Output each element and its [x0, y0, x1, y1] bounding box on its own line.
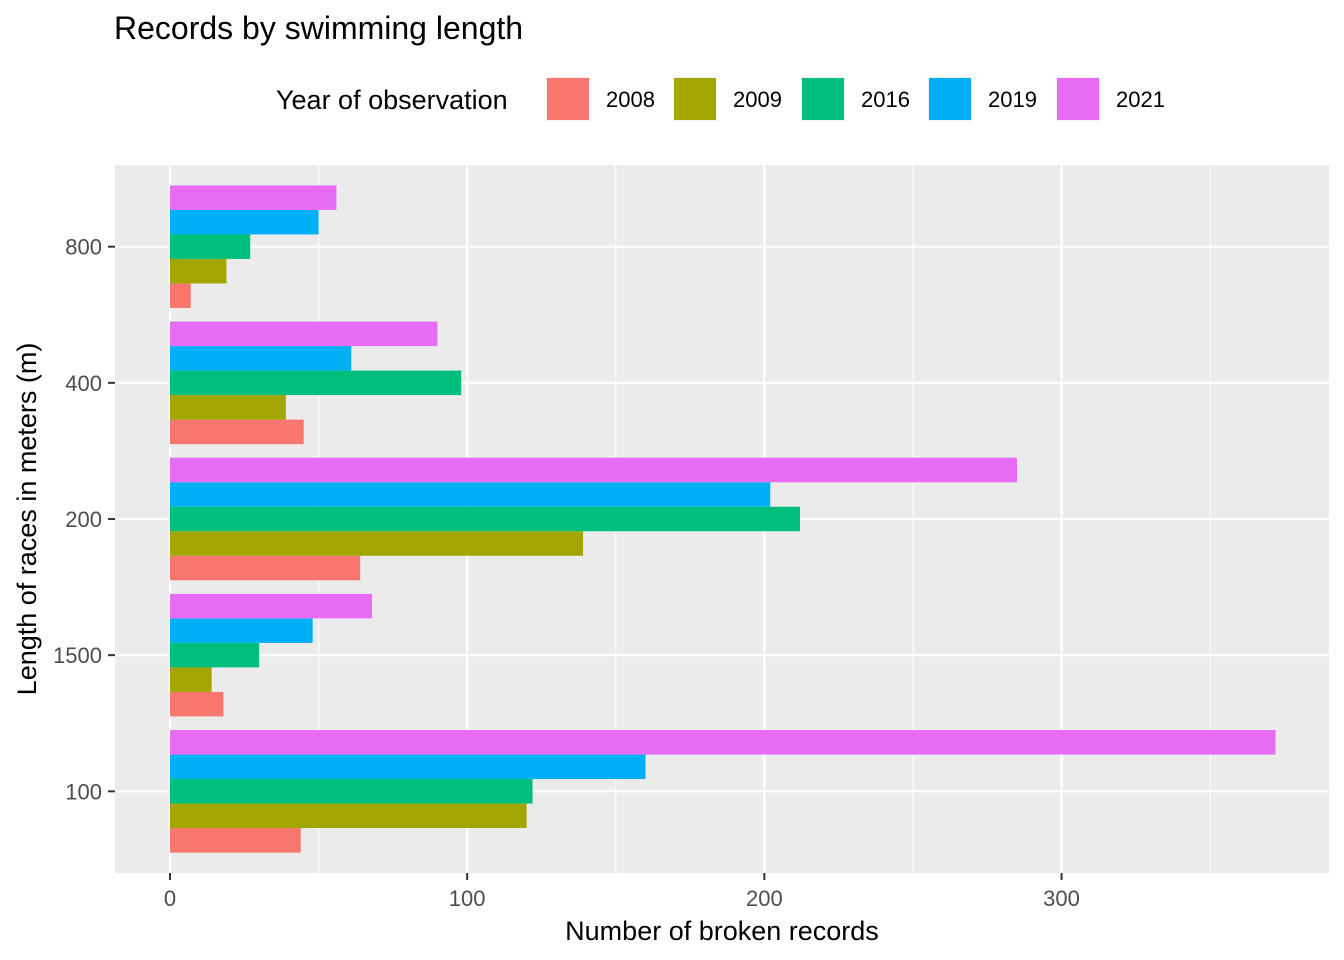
bar-800-2019 [169, 209, 319, 235]
legend-label-2009: 2009 [733, 87, 782, 112]
bar-200-2009 [169, 531, 584, 556]
bar-1500-2009 [169, 667, 212, 692]
bar-100-2008 [169, 828, 301, 853]
chart-title: Records by swimming length [114, 10, 523, 46]
x-tick-label: 300 [1043, 886, 1080, 911]
legend-swatch-2016 [802, 78, 844, 120]
legend-label-2016: 2016 [861, 87, 910, 112]
bar-100-2021 [169, 730, 1276, 755]
y-axis: 100 1500 200 400 800 [53, 235, 115, 804]
y-tick-label: 100 [65, 779, 102, 804]
x-tick-label: 0 [164, 886, 176, 911]
bar-200-2019 [169, 482, 771, 507]
legend-swatch-2019 [929, 78, 971, 120]
bar-400-2016 [169, 370, 462, 396]
bar-800-2021 [169, 185, 337, 210]
bar-200-2008 [169, 555, 361, 581]
bar-400-2019 [169, 346, 352, 371]
legend-label-2021: 2021 [1116, 87, 1165, 112]
bar-1500-2019 [169, 618, 313, 643]
legend: Year of observation 2008 2009 2016 2019 2021 [276, 77, 1165, 121]
legend-title: Year of observation [276, 85, 508, 115]
y-tick-label: 800 [65, 235, 102, 260]
bar-800-2008 [169, 283, 191, 308]
x-axis-title: Number of broken records [565, 916, 879, 946]
bar-800-2009 [169, 258, 227, 284]
x-tick-label: 200 [746, 886, 783, 911]
legend-swatch-2008 [547, 78, 589, 120]
bar-1500-2021 [169, 593, 373, 619]
y-tick-label: 200 [65, 507, 102, 532]
bar-1500-2008 [169, 691, 224, 717]
bar-100-2009 [169, 803, 527, 829]
bar-1500-2016 [169, 642, 260, 668]
y-tick-label: 400 [65, 371, 102, 396]
bar-100-2019 [169, 754, 646, 780]
bar-400-2021 [169, 321, 438, 347]
y-axis-title: Length of races in meters (m) [12, 343, 42, 696]
legend-swatch-2021 [1057, 78, 1099, 120]
legend-label-2008: 2008 [606, 87, 655, 112]
bar-800-2016 [169, 234, 251, 259]
bar-200-2021 [169, 457, 1017, 483]
legend-label-2019: 2019 [988, 87, 1037, 112]
bar-400-2008 [169, 419, 304, 445]
bar-100-2016 [169, 779, 533, 804]
bars [169, 185, 1276, 853]
legend-swatch-2009 [674, 78, 716, 120]
bar-200-2016 [169, 506, 801, 532]
y-tick-label: 1500 [53, 643, 102, 668]
x-axis: 0 100 200 300 [164, 873, 1080, 911]
x-tick-label: 100 [449, 886, 486, 911]
bar-400-2009 [169, 395, 286, 420]
